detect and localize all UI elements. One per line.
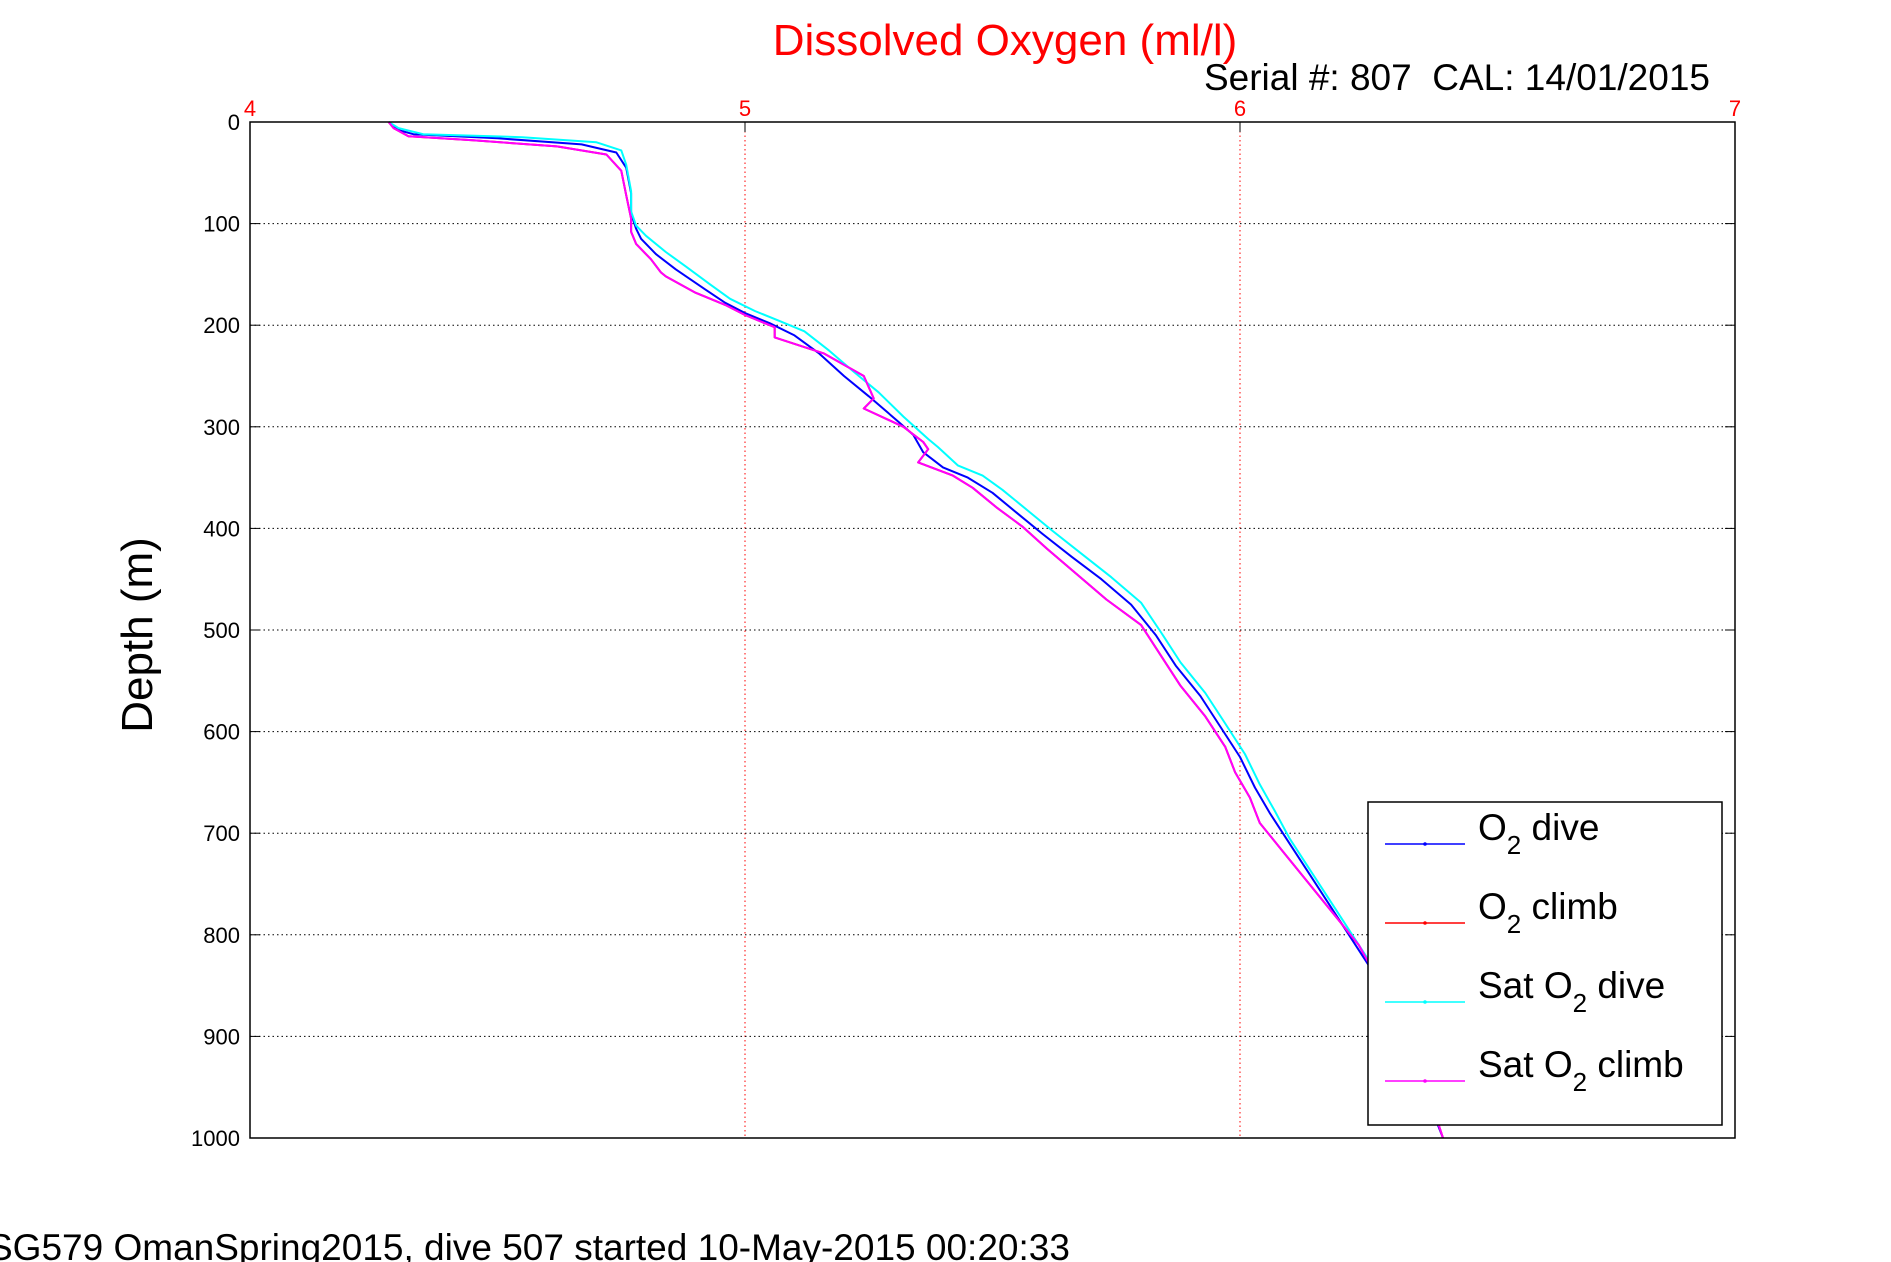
x-tick-label: 5 bbox=[739, 96, 751, 121]
tick-marks-and-labels: 4 5 6 7 0 100 200 300 400 500 600 700 800 900 1000 bbox=[191, 96, 1741, 1151]
y-tick-label: 1000 bbox=[191, 1126, 240, 1151]
serial-cal-subtitle: Serial #: 807 CAL: 14/01/2015 bbox=[1204, 57, 1710, 98]
legend-label-subscript: 2 bbox=[1573, 988, 1587, 1018]
y-axis-label: Depth (m) bbox=[113, 537, 162, 733]
legend-label-main: Sat O bbox=[1478, 965, 1573, 1006]
legend-marker-1 bbox=[1423, 921, 1427, 925]
y-tick-label: 800 bbox=[203, 923, 240, 948]
legend-label-suffix: climb bbox=[1587, 1044, 1684, 1085]
legend-label-0: O2 dive bbox=[1478, 807, 1599, 860]
legend-label-subscript: 2 bbox=[1507, 830, 1521, 860]
y-tick-label: 500 bbox=[203, 618, 240, 643]
legend-marker-3 bbox=[1423, 1079, 1427, 1083]
legend-label-subscript: 2 bbox=[1507, 909, 1521, 939]
y-tick-label: 0 bbox=[228, 110, 240, 135]
legend-label-suffix: dive bbox=[1587, 965, 1665, 1006]
legend-box bbox=[1367, 801, 1723, 1126]
legend-label-main: O bbox=[1478, 886, 1507, 927]
legend-label-main: Sat O bbox=[1478, 1044, 1573, 1085]
legend-marker-0 bbox=[1423, 842, 1427, 846]
dive-info-footer: SG579 OmanSpring2015, dive 507 started 1… bbox=[0, 1227, 1070, 1262]
series-line-1 bbox=[387, 121, 1444, 1139]
legend-marker-2 bbox=[1423, 1000, 1427, 1004]
legend-label-1: O2 climb bbox=[1478, 886, 1618, 939]
y-tick-label: 200 bbox=[203, 313, 240, 338]
legend-label-subscript: 2 bbox=[1573, 1067, 1587, 1097]
x-tick-label: 7 bbox=[1729, 96, 1741, 121]
legend-label-3: Sat O2 climb bbox=[1478, 1044, 1684, 1097]
series-line-3 bbox=[387, 121, 1444, 1139]
series-line-0 bbox=[387, 121, 1444, 1139]
data-series bbox=[387, 121, 1444, 1139]
legend-label-suffix: dive bbox=[1521, 807, 1599, 848]
y-tick-label: 700 bbox=[203, 821, 240, 846]
series-line-2 bbox=[388, 121, 1390, 992]
legend-label-main: O bbox=[1478, 807, 1507, 848]
legend-label-2: Sat O2 dive bbox=[1478, 965, 1665, 1018]
legend-label-suffix: climb bbox=[1521, 886, 1618, 927]
y-tick-label: 400 bbox=[203, 516, 240, 541]
y-tick-label: 100 bbox=[203, 212, 240, 237]
chart-title: Dissolved Oxygen (ml/l) bbox=[773, 16, 1238, 65]
x-tick-label: 6 bbox=[1234, 96, 1246, 121]
y-tick-label: 600 bbox=[203, 720, 240, 745]
y-tick-label: 300 bbox=[203, 415, 240, 440]
y-tick-label: 900 bbox=[203, 1024, 240, 1049]
x-tick-label: 4 bbox=[244, 96, 256, 121]
